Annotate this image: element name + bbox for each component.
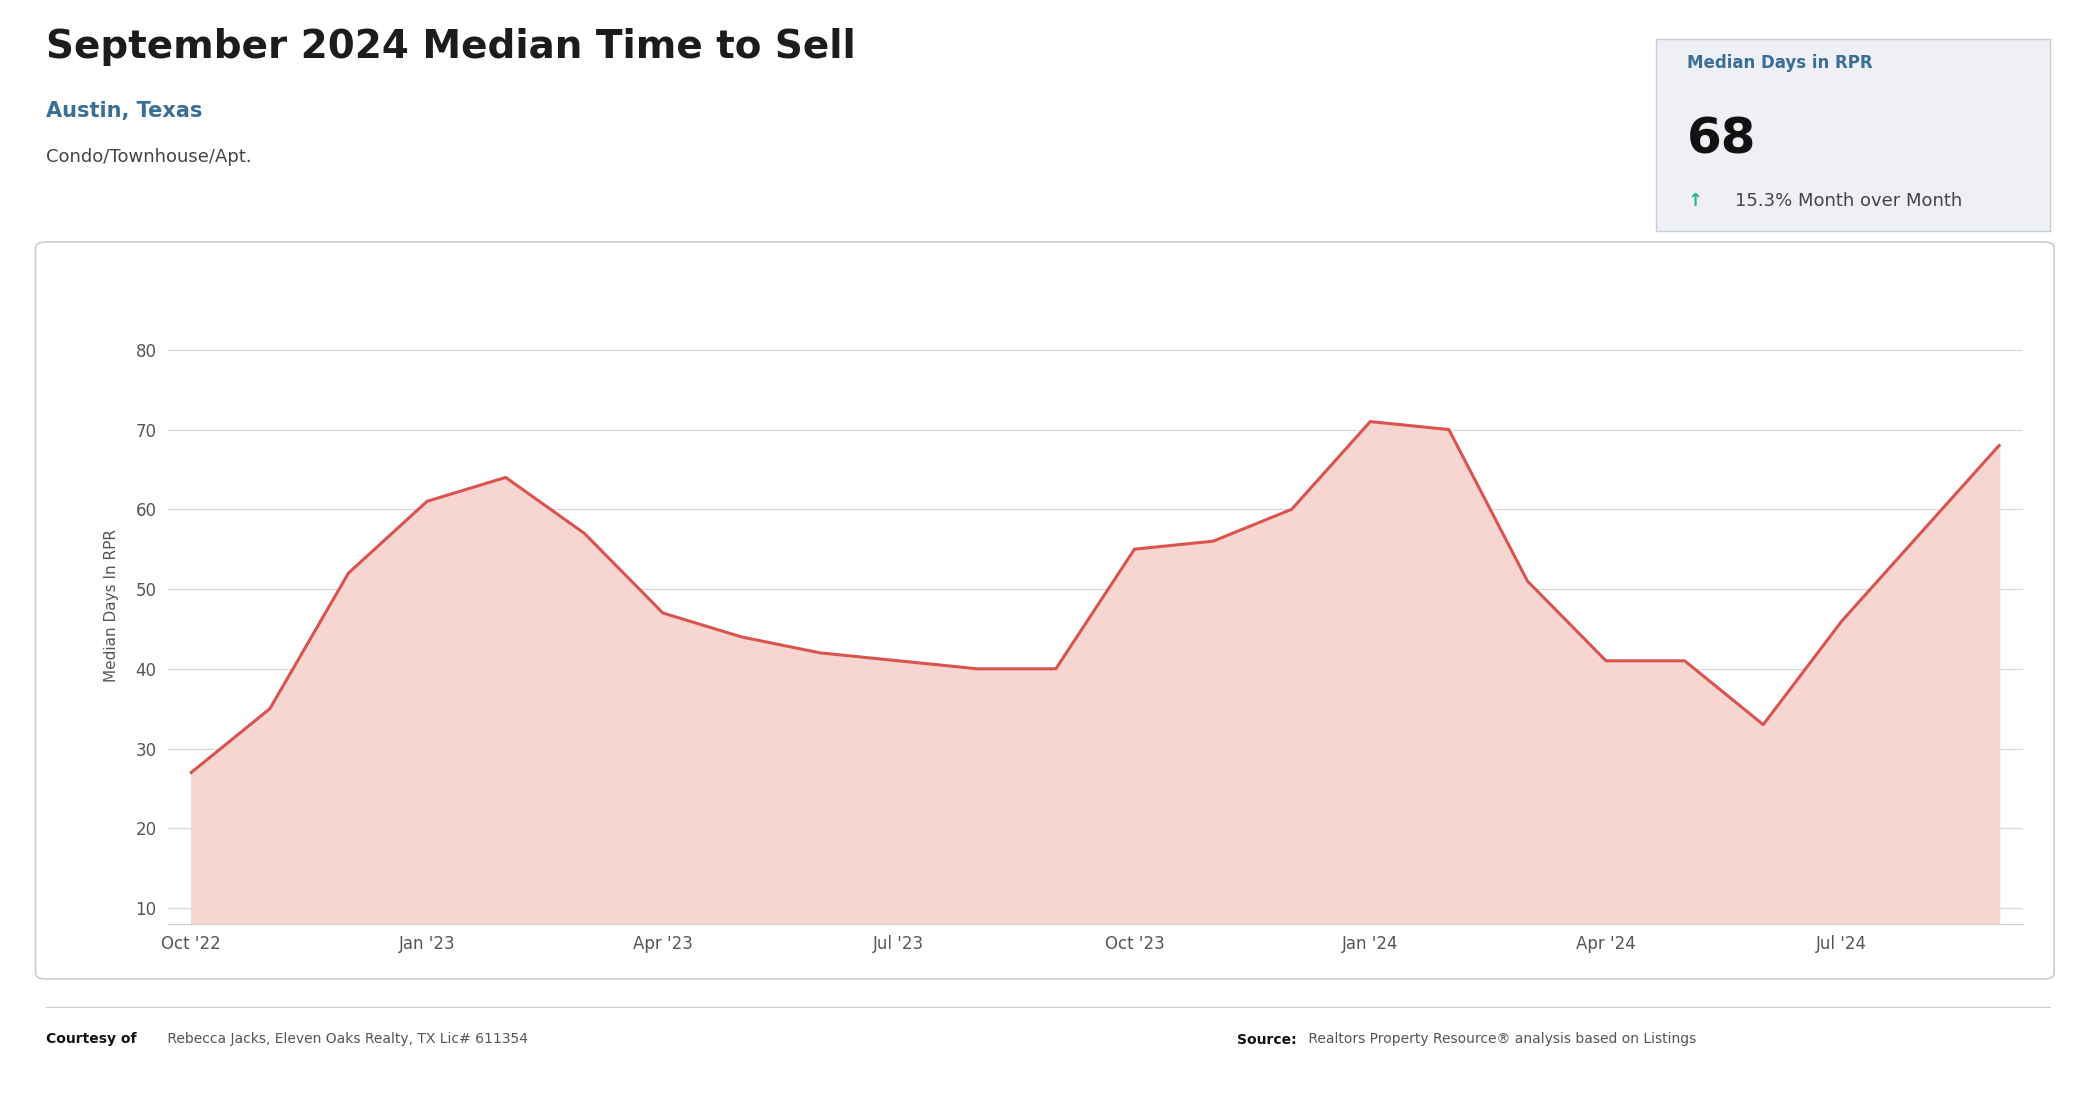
Text: Rebecca Jacks, Eleven Oaks Realty, TX Lic# 611354: Rebecca Jacks, Eleven Oaks Realty, TX Li… <box>163 1033 528 1046</box>
Text: Austin, Texas: Austin, Texas <box>46 101 203 121</box>
Text: 15.3% Month over Month: 15.3% Month over Month <box>1735 192 1962 210</box>
Text: Source:: Source: <box>1237 1033 1295 1046</box>
Text: Courtesy of: Courtesy of <box>46 1033 136 1046</box>
Text: ↑: ↑ <box>1687 192 1702 210</box>
Text: September 2024 Median Time to Sell: September 2024 Median Time to Sell <box>46 28 855 66</box>
Text: Realtors Property Resource® analysis based on Listings: Realtors Property Resource® analysis bas… <box>1304 1033 1696 1046</box>
Text: 68: 68 <box>1687 116 1756 164</box>
Text: Condo/Townhouse/Apt.: Condo/Townhouse/Apt. <box>46 148 252 166</box>
Text: Median Days in RPR: Median Days in RPR <box>1687 54 1874 72</box>
Y-axis label: Median Days In RPR: Median Days In RPR <box>105 528 119 682</box>
